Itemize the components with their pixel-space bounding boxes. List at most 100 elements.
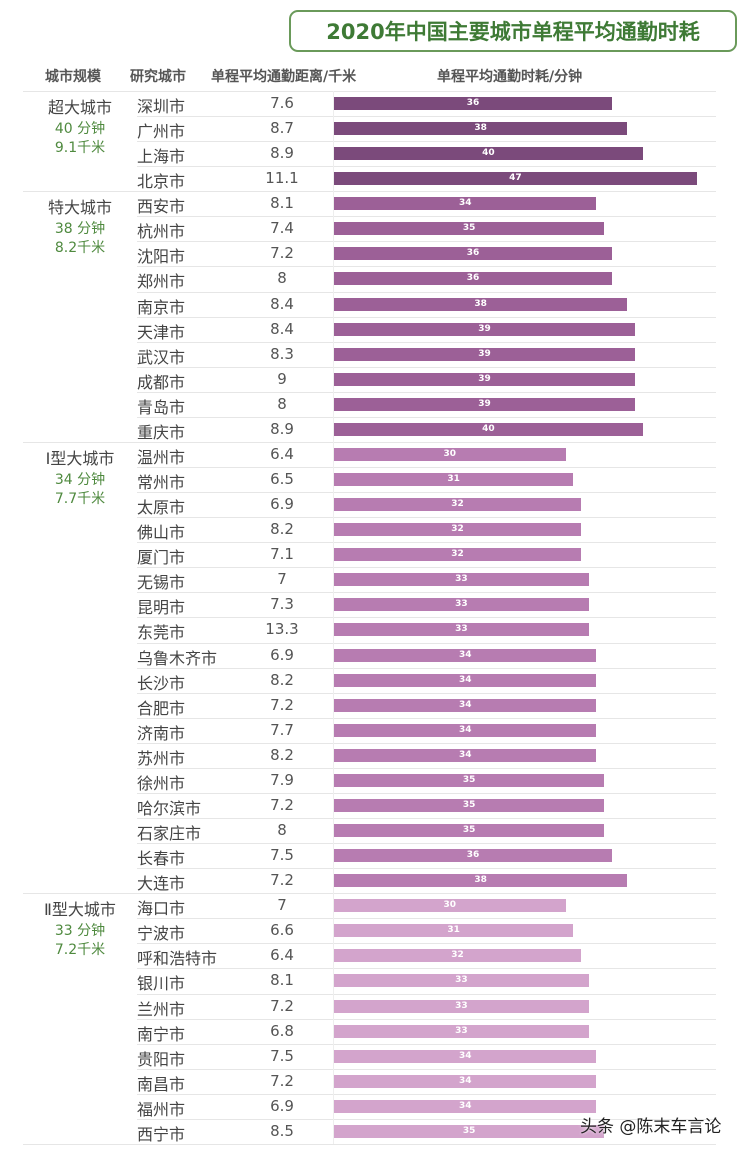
commute-distance: 7.7 [270, 720, 294, 739]
row-divider [137, 592, 716, 594]
city-name: 南昌市 [137, 1074, 186, 1094]
commute-distance: 7 [277, 570, 287, 589]
row-divider [137, 918, 716, 920]
group-divider [23, 441, 716, 443]
time-bar-label: 38 [474, 298, 487, 309]
row-divider [137, 467, 716, 469]
watermark: 头条 @陈末车言论 [580, 1117, 722, 1137]
table-row: 上海市 8.9 40 [23, 141, 716, 166]
time-bar: 31 [334, 473, 574, 487]
row-divider [137, 742, 716, 744]
city-name: 无锡市 [137, 573, 186, 593]
table-row: 天津市 8.4 39 [23, 317, 716, 342]
group-avg-distance: 9.1千米 [54, 140, 106, 157]
time-bar-label: 32 [451, 524, 464, 535]
table-row: 成都市 9 39 [23, 367, 716, 392]
row-divider [137, 291, 716, 293]
group-avg-time: 33 分钟 [54, 923, 106, 940]
row-divider [137, 843, 716, 845]
header-city-scale: 城市规模 [45, 69, 101, 85]
table-row: 海口市 7 30 [23, 893, 716, 918]
time-bar: 33 [334, 1024, 589, 1038]
table-row: 长春市 7.5 36 [23, 843, 716, 868]
city-name: 长春市 [137, 849, 186, 869]
commute-distance: 7.3 [270, 595, 294, 614]
table-row: 大连市 7.2 38 [23, 868, 716, 893]
table-row: 昆明市 7.3 33 [23, 592, 716, 617]
table-row: 无锡市 7 33 [23, 567, 716, 592]
group-avg-distance: 8.2千米 [54, 240, 106, 257]
time-bar-label: 36 [466, 273, 480, 284]
time-bar: 32 [334, 949, 582, 963]
commute-distance: 7 [277, 896, 287, 915]
row-divider [137, 141, 716, 143]
time-bar: 40 [334, 422, 643, 436]
row-divider [137, 1118, 716, 1120]
city-name: 厦门市 [137, 548, 186, 568]
time-bar: 36 [334, 272, 612, 286]
table-row: 徐州市 7.9 35 [23, 768, 716, 793]
table-bottom-line [23, 1143, 716, 1145]
row-divider [137, 166, 716, 168]
commute-distance: 7.2 [270, 1071, 294, 1090]
table-row: 常州市 6.5 31 [23, 467, 716, 492]
time-bar-label: 36 [466, 98, 480, 108]
time-bar-label: 34 [458, 749, 472, 760]
table-row: 长沙市 8.2 34 [23, 668, 716, 693]
group-divider [23, 91, 716, 92]
commute-distance: 6.5 [270, 470, 294, 489]
time-bar: 30 [334, 447, 566, 461]
commute-distance: 13.3 [265, 620, 299, 639]
group-stats: 38 分钟 8.2千米 [23, 220, 137, 258]
row-divider [137, 692, 716, 694]
row-divider [137, 642, 716, 644]
time-bar-label: 38 [474, 875, 487, 886]
time-bar: 34 [334, 1049, 597, 1063]
row-divider [137, 391, 716, 393]
time-bar-label: 36 [466, 850, 480, 861]
city-name: 北京市 [137, 172, 186, 192]
time-bar: 38 [334, 297, 628, 311]
city-name: 合肥市 [137, 698, 186, 718]
time-bar-label: 35 [462, 1125, 476, 1136]
city-name: 苏州市 [137, 748, 186, 768]
city-name: 乌鲁木齐市 [137, 648, 218, 668]
time-bar: 39 [334, 347, 636, 361]
time-bar: 34 [334, 698, 597, 712]
commute-distance: 11.1 [265, 169, 299, 188]
commute-distance: 8.4 [270, 319, 294, 338]
table-row: 沈阳市 7.2 36 [23, 241, 716, 266]
city-name: 南京市 [137, 297, 186, 317]
row-divider [137, 1093, 716, 1095]
table-row: 北京市 11.1 47 [23, 166, 716, 191]
chart-title: 2020年中国主要城市单程平均通勤时耗 [289, 10, 737, 52]
row-divider [137, 717, 716, 719]
city-name: 南宁市 [137, 1024, 186, 1044]
time-bar-label: 40 [482, 148, 495, 159]
commute-distance: 8.7 [270, 119, 294, 138]
commute-distance: 7.2 [270, 871, 294, 890]
time-bar-label: 35 [462, 799, 476, 810]
commute-distance: 8.2 [270, 745, 294, 764]
time-bar-label: 30 [443, 448, 457, 459]
commute-distance: 6.8 [270, 1021, 294, 1040]
row-divider [137, 667, 716, 669]
group-divider [23, 191, 716, 193]
commute-distance: 7.6 [270, 94, 294, 112]
time-bar-label: 33 [455, 599, 468, 610]
time-bar: 30 [334, 899, 566, 913]
group-divider [23, 893, 716, 895]
time-bar: 35 [334, 773, 605, 787]
group-avg-time: 40 分钟 [54, 121, 106, 138]
city-name: 兰州市 [137, 999, 186, 1019]
table-row: 郑州市 8 36 [23, 266, 716, 291]
time-bar: 36 [334, 849, 612, 863]
city-name: 郑州市 [137, 272, 186, 292]
time-bar: 39 [334, 322, 636, 336]
table-row: 温州市 6.4 30 [23, 442, 716, 467]
group-stats: 40 分钟 9.1千米 [23, 120, 137, 158]
city-name: 海口市 [137, 899, 186, 919]
row-divider [137, 868, 716, 870]
table-row: 兰州市 7.2 33 [23, 994, 716, 1019]
table-row: 福州市 6.9 34 [23, 1094, 716, 1119]
